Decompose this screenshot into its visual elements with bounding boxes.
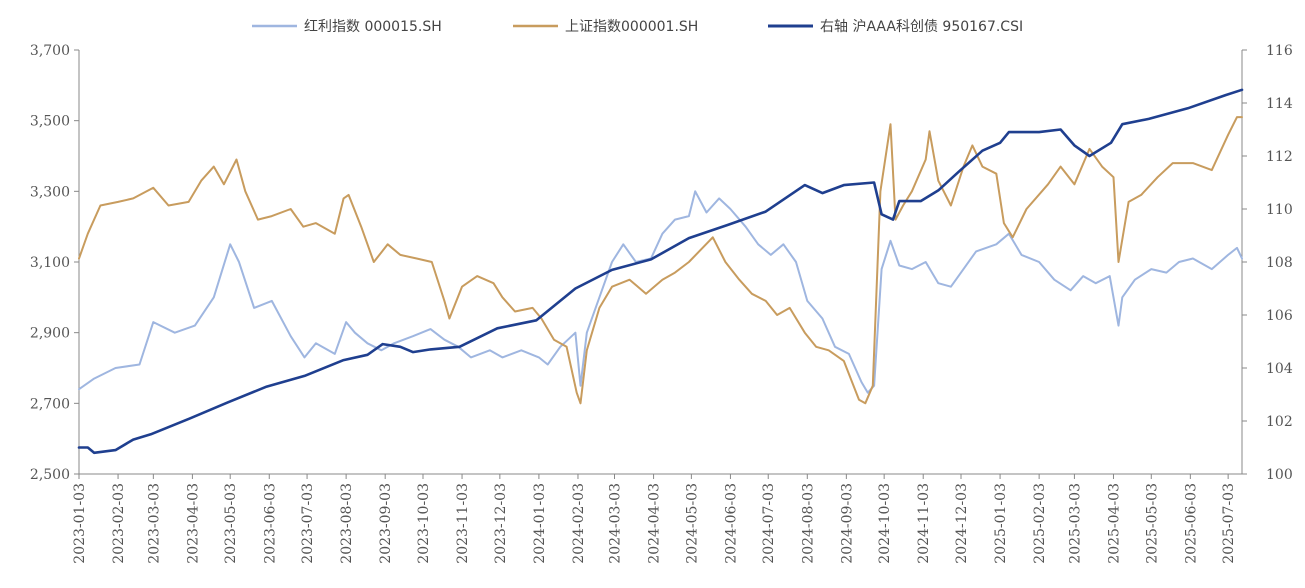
- y-left-tick-label: 3,700: [30, 43, 70, 59]
- x-tick-label: 2023-04-03: [185, 483, 201, 564]
- x-tick-label: 2024-06-03: [723, 483, 739, 564]
- y-left-tick-label: 3,500: [30, 114, 70, 130]
- x-tick-label: 2024-08-03: [800, 483, 816, 564]
- x-tick-label: 2023-02-03: [111, 483, 127, 564]
- x-tick-label: 2024-10-03: [877, 483, 893, 564]
- x-tick-label: 2023-06-03: [262, 483, 278, 564]
- x-tick-label: 2024-11-03: [916, 483, 932, 564]
- axes: 2,500 2,700 2,900 3,100 3,300 3,500 3,700 100 10…: [30, 43, 1293, 564]
- y-right-tick-label: 112: [1266, 149, 1293, 165]
- y-left-tick-label: 3,300: [30, 184, 70, 200]
- y-left-tick-label: 3,100: [30, 255, 70, 271]
- x-tick-label: 2024-09-03: [839, 483, 855, 564]
- x-tick-label: 2024-05-03: [684, 483, 700, 564]
- y-left-tick-label: 2,700: [30, 396, 70, 412]
- x-tick-label: 2025-05-03: [1144, 483, 1160, 564]
- x-tick-label: 2024-01-03: [532, 483, 548, 564]
- y-right-tick-label: 106: [1266, 308, 1293, 324]
- y-left-tick-label: 2,500: [30, 467, 70, 483]
- x-tick-label: 2024-07-03: [761, 483, 777, 564]
- series-line-1: [78, 116, 1243, 405]
- x-tick-label: 2023-12-03: [493, 483, 509, 564]
- x-tick-label: 2024-03-03: [608, 483, 624, 564]
- x-tick-label: 2023-07-03: [300, 483, 316, 564]
- x-tick-label: 2023-01-03: [72, 483, 88, 564]
- x-tick-label: 2024-02-03: [571, 483, 587, 564]
- y-right-tick-label: 114: [1266, 96, 1293, 112]
- x-tick-label: 2024-04-03: [647, 483, 663, 564]
- x-tick-label: 2023-11-03: [455, 483, 471, 564]
- x-tick-label: 2025-02-03: [1032, 483, 1048, 564]
- x-tick-label: 2024-12-03: [954, 483, 970, 564]
- series-line-2: [77, 88, 1244, 455]
- x-tick-label: 2025-06-03: [1183, 483, 1199, 564]
- series-line-0: [78, 190, 1243, 394]
- y-left-tick-label: 2,900: [30, 326, 70, 342]
- y-right-tick-label: 110: [1266, 202, 1293, 218]
- x-tick-label: 2025-07-03: [1221, 483, 1237, 564]
- x-tick-label: 2025-01-03: [993, 483, 1009, 564]
- x-tick-label: 2025-04-03: [1106, 483, 1122, 564]
- y-right-tick-label: 102: [1266, 414, 1293, 430]
- legend: 红利指数 000015.SH 上证指数000001.SH 右轴 沪AAA科创债 95…: [252, 19, 1023, 35]
- y-right-tick-label: 100: [1266, 467, 1293, 483]
- x-tick-label: 2023-10-03: [416, 483, 432, 564]
- y-right-tick-label: 104: [1266, 361, 1293, 377]
- y-right-tick-label: 116: [1266, 43, 1293, 59]
- x-tick-label: 2023-08-03: [339, 483, 355, 564]
- legend-label-0: 红利指数 000015.SH: [304, 19, 442, 35]
- x-tick-label: 2023-09-03: [378, 483, 394, 564]
- x-tick-label: 2025-03-03: [1067, 483, 1083, 564]
- legend-label-1: 上证指数000001.SH: [565, 19, 698, 35]
- x-tick-label: 2023-03-03: [146, 483, 162, 564]
- legend-label-2: 右轴 沪AAA科创债 950167.CSI: [820, 19, 1023, 35]
- plot-area: [77, 88, 1244, 455]
- y-right-tick-label: 108: [1266, 255, 1293, 271]
- x-tick-label: 2023-05-03: [223, 483, 239, 564]
